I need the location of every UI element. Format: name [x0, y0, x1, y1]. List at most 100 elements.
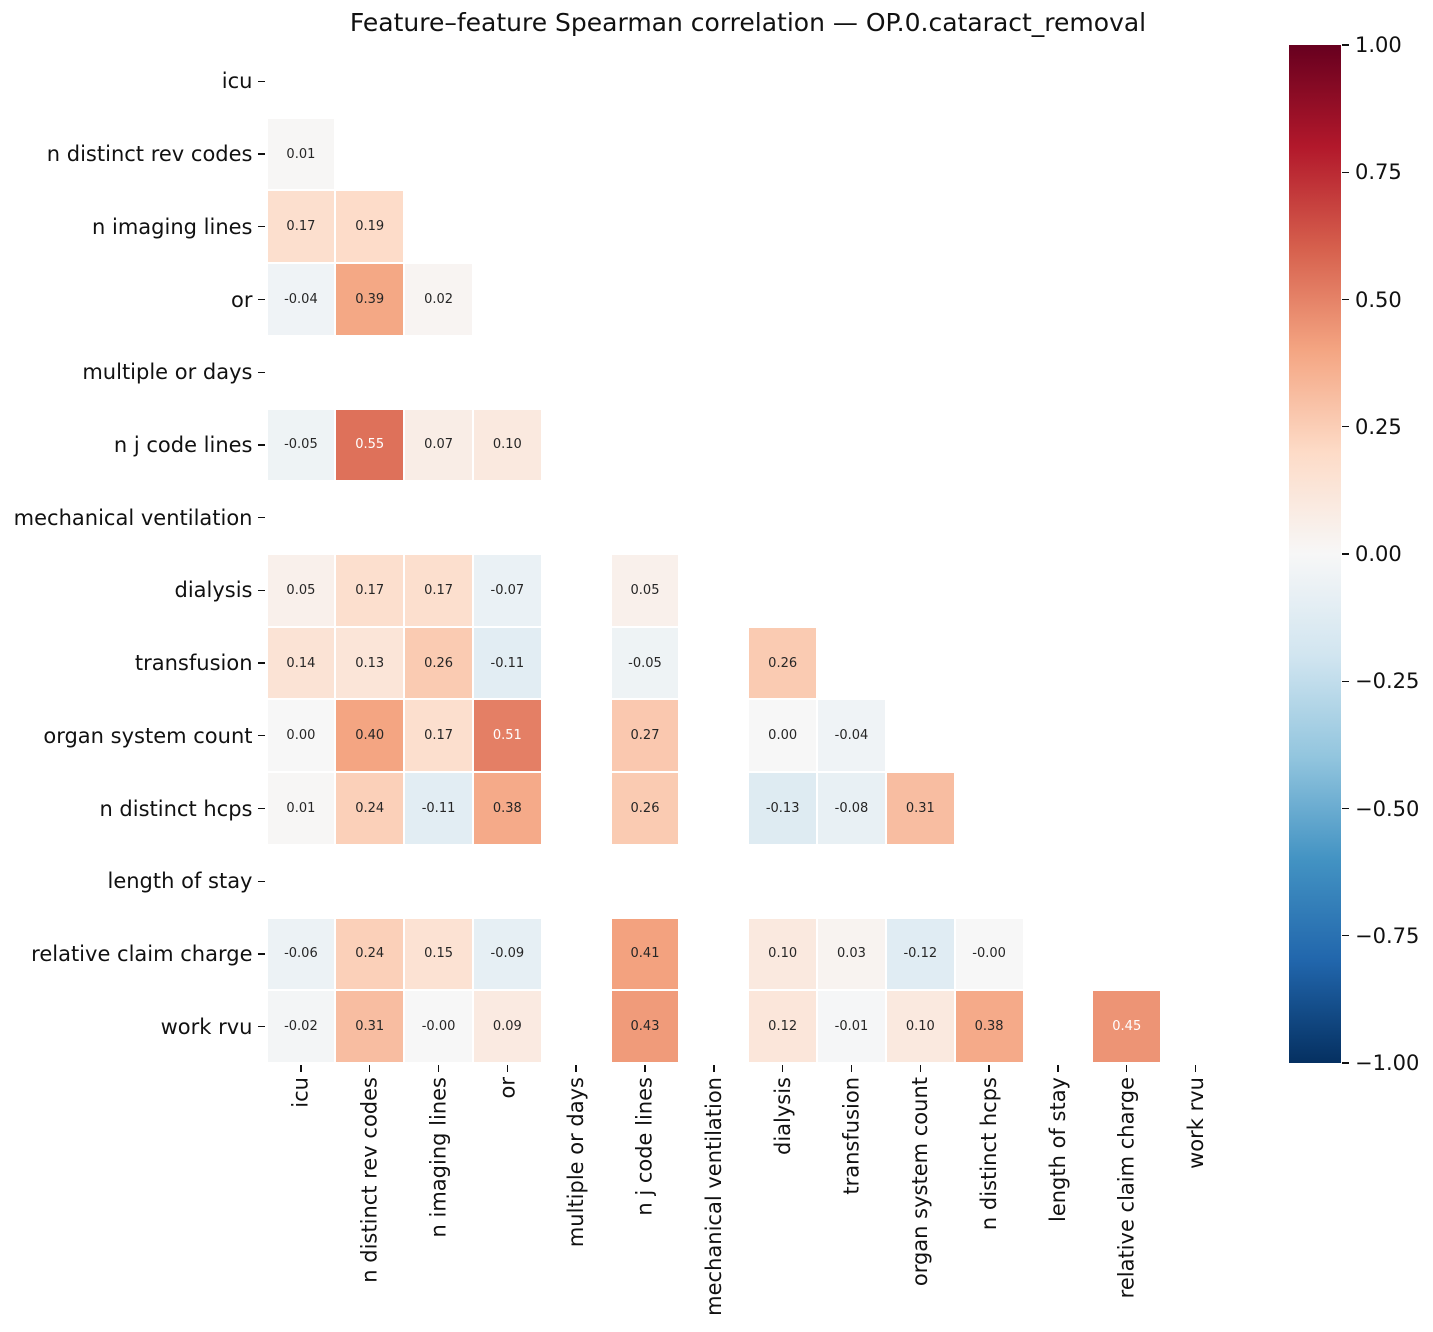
cell-value: 0.09	[492, 1019, 522, 1035]
cell-value: 0.40	[355, 728, 385, 744]
heatmap-cell: 0.27	[610, 699, 680, 773]
heatmap-cell: 0.31	[335, 990, 405, 1063]
colorbar-tick-label: −0.25	[1355, 669, 1420, 694]
x-tick-label: n distinct hcps	[977, 1077, 1002, 1231]
heatmap-cell: 0.12	[748, 990, 818, 1063]
cell-value: -0.01	[834, 1019, 869, 1035]
cell-value: 0.26	[630, 800, 660, 816]
y-tick-label: dialysis	[174, 578, 253, 603]
heatmap-cell: 0.17	[335, 554, 405, 627]
y-tick-label: length of stay	[107, 869, 253, 894]
x-tick	[781, 1065, 784, 1072]
cell-value: 0.01	[286, 146, 316, 162]
y-tick	[257, 880, 265, 882]
cell-value: 0.12	[768, 1019, 798, 1035]
x-tick-label: transfusion	[839, 1077, 864, 1195]
cell-value: 0.05	[630, 582, 660, 598]
y-tick-label: transfusion	[134, 651, 253, 676]
cell-value: 0.15	[424, 946, 454, 962]
y-tick	[257, 1025, 265, 1028]
heatmap-cell: 0.31	[885, 772, 955, 845]
heatmap-cell: -0.00	[954, 917, 1024, 991]
x-tick-label: relative claim charge	[1114, 1077, 1139, 1299]
y-tick	[257, 735, 265, 737]
cell-value: 0.03	[836, 946, 866, 962]
cell-value: 0.38	[492, 800, 522, 816]
cell-value: 0.43	[630, 1019, 660, 1035]
colorbar-tick	[1342, 298, 1349, 301]
heatmap-cell: -0.12	[885, 917, 955, 991]
y-tick	[257, 153, 265, 155]
cell-value: -0.00	[421, 1019, 456, 1035]
cell-value: 0.26	[424, 655, 454, 671]
cell-value: -0.05	[628, 655, 662, 671]
heatmap-cell: 0.38	[954, 990, 1024, 1063]
cell-value: 0.27	[630, 728, 660, 744]
x-tick	[988, 1065, 990, 1072]
x-tick	[300, 1065, 302, 1072]
cell-value: 0.31	[905, 800, 935, 816]
cell-value: 0.00	[286, 728, 316, 744]
y-tick	[257, 807, 265, 810]
heatmap-cell: -0.05	[266, 408, 336, 482]
cell-value: 0.00	[768, 728, 798, 744]
cell-value: -0.02	[284, 1019, 318, 1035]
x-tick-label: work rvu	[1183, 1077, 1208, 1169]
colorbar-tick-label: 0.50	[1355, 287, 1402, 312]
cell-value: -0.11	[490, 655, 525, 671]
heatmap-cell: -0.04	[266, 263, 336, 336]
colorbar-tick-label: −0.50	[1355, 796, 1420, 821]
heatmap-cell: 0.45	[1092, 990, 1162, 1063]
cell-value: -0.04	[834, 728, 869, 744]
cell-value: -0.07	[490, 582, 525, 598]
cell-value: 0.13	[355, 655, 385, 671]
x-tick	[1126, 1065, 1128, 1072]
cell-value: 0.51	[492, 728, 522, 744]
heatmap-cell: 0.41	[610, 917, 680, 991]
heatmap-cell: 0.17	[404, 554, 473, 627]
cell-value: 0.17	[286, 219, 316, 235]
colorbar-tick-label: 1.00	[1355, 33, 1402, 57]
cell-value: -0.08	[834, 800, 869, 816]
heatmap-cell: 0.07	[404, 408, 473, 482]
y-tick-label: mechanical ventilation	[13, 505, 253, 530]
y-tick	[257, 516, 265, 519]
cell-value: 0.24	[355, 800, 385, 816]
heatmap-cell: 0.43	[610, 990, 680, 1063]
colorbar-tick	[1342, 935, 1349, 937]
cell-value: -0.06	[284, 946, 318, 962]
cell-value: 0.17	[424, 728, 454, 744]
heatmap-cell: 0.15	[404, 917, 473, 991]
heatmap-cell: 0.13	[335, 626, 405, 700]
cell-value: 0.17	[355, 582, 385, 598]
x-tick	[437, 1065, 440, 1072]
heatmap-cell: 0.03	[817, 917, 886, 991]
cell-value: -0.05	[284, 437, 318, 453]
x-tick-label: dialysis	[770, 1077, 795, 1156]
cell-value: -0.13	[765, 800, 800, 816]
cell-value: 0.02	[424, 291, 454, 307]
y-tick	[257, 80, 265, 83]
heatmap-cell: 0.14	[266, 626, 336, 700]
x-tick	[575, 1065, 577, 1072]
heatmap-cell: 0.24	[335, 772, 405, 845]
cell-value: 0.31	[355, 1019, 385, 1035]
heatmap-cell: 0.17	[404, 699, 473, 773]
cell-value: -0.09	[490, 946, 525, 962]
y-tick	[257, 662, 265, 664]
y-tick	[257, 444, 265, 446]
x-tick	[713, 1065, 715, 1072]
cell-value: 0.19	[355, 219, 385, 235]
x-tick	[850, 1065, 853, 1072]
x-tick-label: n j code lines	[633, 1077, 658, 1216]
y-tick	[257, 371, 265, 373]
x-tick	[1194, 1065, 1197, 1072]
cell-value: 0.10	[492, 437, 522, 453]
heatmap-cell: -0.13	[748, 772, 818, 845]
heatmap-cell: 0.10	[472, 408, 542, 482]
heatmap-cell: 0.39	[335, 263, 405, 336]
heatmap-cell: -0.07	[472, 554, 542, 627]
cell-value: 0.55	[355, 437, 385, 453]
heatmap-cell: -0.06	[266, 917, 336, 991]
